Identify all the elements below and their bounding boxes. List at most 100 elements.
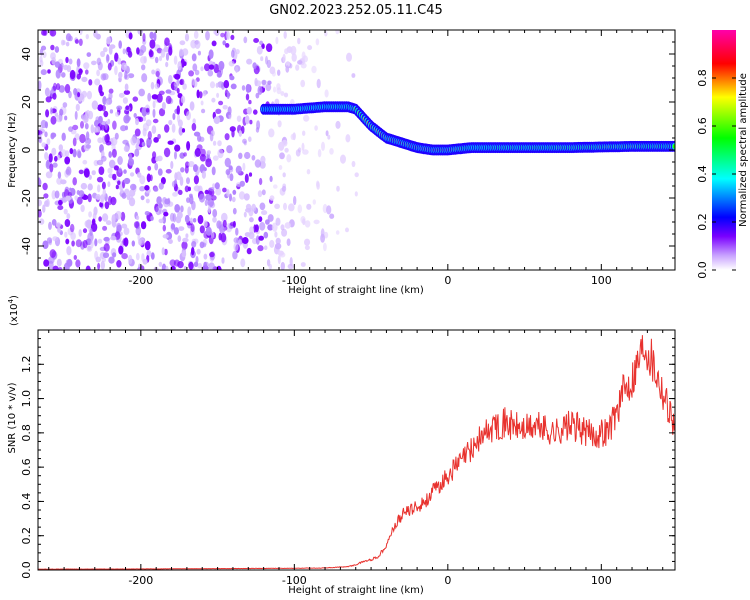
noise-speck <box>182 48 189 56</box>
noise-speck <box>122 238 127 246</box>
noise-speck <box>288 203 295 212</box>
noise-speck <box>196 248 201 255</box>
noise-speck <box>192 118 196 125</box>
noise-speck <box>258 177 263 186</box>
noise-speck <box>42 240 49 249</box>
noise-speck <box>127 73 135 79</box>
snr-y-tick-label: 0.0 <box>20 561 33 579</box>
noise-speck <box>265 83 272 92</box>
noise-speck <box>188 70 195 77</box>
noise-speck <box>186 197 191 203</box>
noise-speck <box>100 155 107 162</box>
noise-speck <box>94 238 98 247</box>
noise-speck <box>144 240 151 251</box>
noise-speck <box>95 126 101 133</box>
noise-speck <box>215 82 219 88</box>
noise-speck <box>323 231 329 239</box>
noise-speck <box>351 160 356 168</box>
colorbar: 0.0 0.2 0.4 0.6 0.8 Normalized spectral ampl… <box>696 30 749 279</box>
noise-speck <box>76 58 81 67</box>
noise-speck <box>157 133 161 140</box>
noise-speck <box>311 65 317 74</box>
snr-x-axis: -200 -100 0 100 <box>48 330 664 587</box>
noise-speck <box>335 230 340 235</box>
noise-speck <box>62 102 68 108</box>
noise-speck <box>114 65 118 76</box>
noise-speck <box>118 92 125 98</box>
noise-speck <box>44 152 49 160</box>
noise-speck <box>225 169 231 176</box>
noise-speck <box>100 124 106 131</box>
colorbar-gradient <box>712 30 736 270</box>
noise-speck <box>99 202 103 208</box>
noise-speck <box>78 38 83 46</box>
snr-y-label: SNR (10 * v/v) <box>7 382 18 453</box>
noise-speck <box>232 189 237 195</box>
noise-speck <box>153 187 159 192</box>
noise-speck <box>279 152 285 160</box>
noise-speck <box>221 212 228 222</box>
noise-speck <box>177 235 182 243</box>
noise-speck <box>99 91 105 97</box>
noise-speck <box>89 228 93 237</box>
noise-speck <box>293 195 297 206</box>
noise-speck <box>123 169 127 174</box>
noise-speck <box>40 45 47 51</box>
noise-speck <box>109 44 116 49</box>
noise-speck <box>216 220 222 229</box>
noise-speck <box>98 166 105 175</box>
noise-speck <box>122 97 128 104</box>
noise-speck <box>177 93 183 99</box>
noise-speck <box>235 66 239 73</box>
noise-speck <box>256 45 263 55</box>
noise-speck <box>51 219 57 226</box>
noise-speck <box>112 173 117 181</box>
colorbar-tick-label: 0.0 <box>696 261 709 279</box>
noise-speck <box>130 183 137 191</box>
noise-speck <box>297 60 303 65</box>
noise-speck <box>111 148 117 158</box>
noise-speck <box>295 64 300 71</box>
noise-speck <box>134 148 140 157</box>
noise-speck <box>97 238 103 244</box>
noise-speck <box>243 36 248 44</box>
noise-speck <box>316 180 320 188</box>
noise-speck <box>43 30 48 36</box>
noise-speck <box>199 241 205 249</box>
noise-speck <box>168 239 173 244</box>
noise-speck <box>61 132 66 141</box>
noise-speck <box>273 184 278 189</box>
noise-speck <box>57 171 62 179</box>
noise-speck <box>101 181 106 190</box>
noise-speck <box>194 40 201 49</box>
noise-speck <box>283 92 289 98</box>
noise-speck <box>222 40 226 46</box>
noise-speck <box>57 227 61 233</box>
noise-speck <box>64 115 68 121</box>
noise-speck <box>226 189 230 197</box>
noise-speck <box>152 100 156 109</box>
noise-speck <box>218 60 225 71</box>
noise-speck <box>66 213 71 220</box>
noise-speck <box>97 262 101 270</box>
noise-speck <box>82 159 88 165</box>
noise-speck <box>191 246 195 256</box>
noise-speck <box>212 183 216 189</box>
noise-speck <box>87 245 92 251</box>
spectrogram-y-tick-label: 0 <box>20 147 33 154</box>
noise-speck <box>96 176 104 183</box>
noise-speck <box>64 156 71 165</box>
noise-speck <box>107 118 111 125</box>
noise-speck <box>306 169 311 175</box>
noise-speck <box>199 136 205 142</box>
spectrogram-x-label: Height of straight line (km) <box>288 285 424 296</box>
noise-speck <box>217 140 222 147</box>
noise-speck <box>133 113 137 118</box>
noise-speck <box>242 138 247 144</box>
noise-speck <box>281 228 288 237</box>
noise-speck <box>244 151 251 160</box>
noise-speck <box>171 180 177 188</box>
noise-speck <box>55 69 61 79</box>
noise-speck <box>193 164 198 173</box>
noise-speck <box>121 253 128 260</box>
